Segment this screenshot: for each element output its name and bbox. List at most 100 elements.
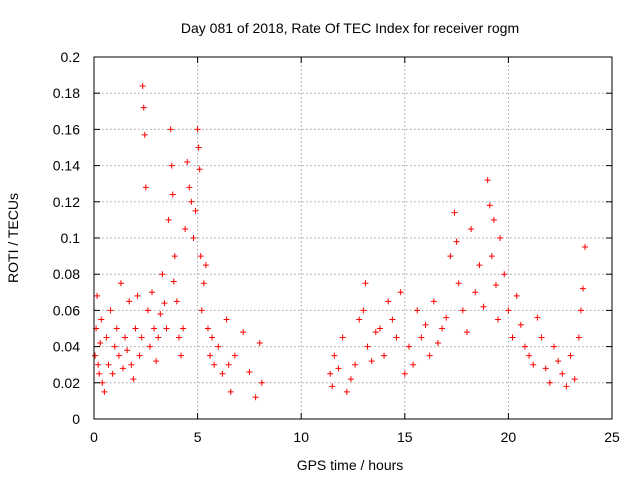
data-point <box>140 104 147 111</box>
data-point <box>144 307 151 314</box>
y-tick-label: 0.08 <box>53 266 80 282</box>
data-point <box>146 343 153 350</box>
data-point <box>542 365 549 372</box>
data-point <box>134 292 141 299</box>
data-point <box>163 325 170 332</box>
data-point <box>223 316 230 323</box>
y-tick-label: 0.18 <box>53 85 80 101</box>
data-point <box>161 300 168 307</box>
data-point <box>138 334 145 341</box>
data-point <box>95 361 102 368</box>
data-point <box>173 298 180 305</box>
x-tick-label: 0 <box>90 429 98 445</box>
data-point <box>109 370 116 377</box>
data-point <box>96 370 103 377</box>
data-point <box>405 343 412 350</box>
data-point <box>526 352 533 359</box>
data-point <box>122 334 129 341</box>
x-tick-label: 5 <box>194 429 202 445</box>
data-point <box>486 202 493 209</box>
data-point <box>136 352 143 359</box>
data-point <box>111 343 118 350</box>
y-tick-label: 0.02 <box>53 375 80 391</box>
data-point <box>231 352 238 359</box>
data-point <box>105 361 112 368</box>
data-point <box>372 329 379 336</box>
data-point <box>184 158 191 165</box>
data-point <box>94 292 101 299</box>
data-point <box>215 343 222 350</box>
x-tick-labels: 0 5 10 15 20 25 <box>90 429 620 445</box>
data-point <box>397 289 404 296</box>
data-point <box>468 225 475 232</box>
data-point <box>490 216 497 223</box>
data-point <box>169 191 176 198</box>
data-point <box>577 307 584 314</box>
data-point <box>422 321 429 328</box>
data-point <box>410 361 417 368</box>
data-point <box>142 184 149 191</box>
data-point <box>190 235 197 241</box>
y-tick-label: 0.14 <box>53 158 80 174</box>
x-tick-label: 15 <box>397 429 413 445</box>
y-tick-label: 0.16 <box>53 121 80 137</box>
data-point <box>195 144 202 151</box>
data-point <box>343 388 350 395</box>
data-point <box>538 334 545 341</box>
data-point <box>117 280 124 287</box>
data-point <box>426 352 433 359</box>
data-point <box>198 307 205 314</box>
data-point <box>207 352 214 359</box>
data-point <box>505 307 512 314</box>
data-point <box>331 352 338 359</box>
data-point <box>120 365 127 372</box>
y-tick-label: 0 <box>72 411 80 427</box>
data-point <box>555 358 562 365</box>
data-point <box>188 198 195 205</box>
data-point <box>430 298 437 305</box>
data-point <box>153 358 160 365</box>
data-point <box>186 184 193 191</box>
data-point <box>488 253 495 260</box>
x-tick-label: 10 <box>293 429 309 445</box>
data-point <box>364 343 371 350</box>
data-point <box>165 216 172 223</box>
data-point <box>579 285 586 292</box>
data-point <box>227 388 234 395</box>
data-point <box>559 370 566 377</box>
data-point <box>513 292 520 299</box>
data-point <box>418 334 425 341</box>
data-point <box>352 361 359 368</box>
data-point <box>347 376 354 383</box>
data-point <box>501 271 508 278</box>
data-point <box>126 298 133 305</box>
data-point <box>113 325 120 332</box>
data-point <box>362 280 369 287</box>
data-point <box>434 339 441 346</box>
data-point <box>168 162 175 169</box>
data-point <box>225 361 232 368</box>
data-point <box>92 352 99 359</box>
data-point <box>546 379 553 386</box>
data-point <box>414 307 421 314</box>
data-point <box>534 314 541 321</box>
data-point <box>132 325 139 332</box>
data-point <box>575 334 582 341</box>
data-point <box>376 325 383 332</box>
data-point <box>582 244 589 251</box>
data-point <box>472 289 479 296</box>
grid-lines <box>94 57 612 419</box>
data-point <box>98 316 105 323</box>
data-point <box>447 253 454 260</box>
data-point <box>101 388 108 395</box>
data-point <box>252 394 259 401</box>
data-point <box>563 383 570 390</box>
data-point <box>180 325 187 332</box>
data-point <box>459 307 466 314</box>
data-point <box>256 339 263 346</box>
data-point <box>484 177 491 184</box>
data-point <box>141 131 148 138</box>
data-point <box>495 316 502 323</box>
data-point <box>157 311 164 318</box>
